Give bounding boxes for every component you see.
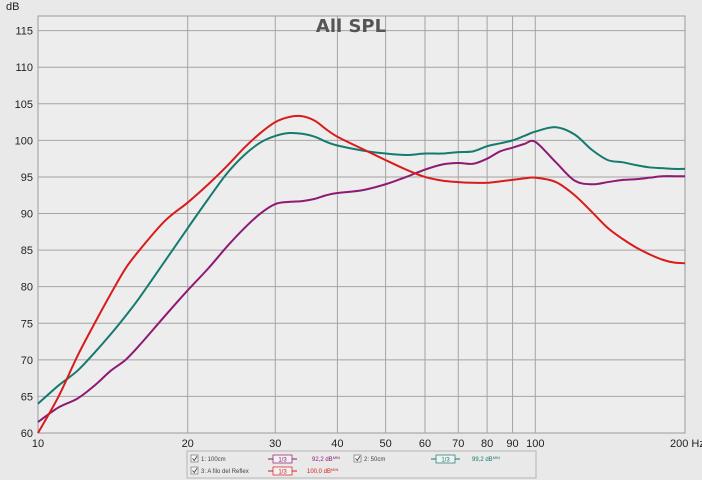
legend-checkbox-series-2[interactable]: [353, 454, 362, 463]
y-tick-label: 110: [15, 62, 33, 74]
legend-smoothing-text-series-2: 1/3: [441, 457, 450, 463]
y-tick-label: 115: [15, 26, 33, 38]
plot-background: [37, 15, 686, 434]
x-tick-label: 100: [526, 438, 544, 450]
legend: 1: 100cm 1/3 92,2 dBMIN 2: 50cm 1/3 99,2…: [186, 450, 537, 479]
x-tick-label: 50: [379, 438, 391, 450]
legend-label-series-1: 1: 100cm: [201, 457, 226, 463]
series-line-3: [37, 114, 686, 434]
x-tick-label: 80: [481, 438, 493, 450]
x-tick-label: 10: [32, 438, 44, 450]
legend-checkbox-series-3[interactable]: [190, 466, 199, 475]
legend-smoothing-text-series-1: 1/3: [278, 457, 287, 463]
chart-title: All SPL: [316, 16, 386, 37]
check-icon: [192, 468, 198, 474]
check-icon: [192, 456, 198, 462]
legend-value-series-1: 92,2 dBMIN: [312, 455, 340, 463]
check-icon: [355, 456, 361, 462]
x-tick-label: 70: [452, 438, 464, 450]
y-tick-label: 90: [21, 209, 33, 221]
series-lines: [37, 114, 686, 434]
x-tick-label: 20: [182, 438, 194, 450]
x-tick-label: 30: [269, 438, 281, 450]
series-line-1: [37, 139, 686, 423]
y-tick-label: 105: [15, 99, 33, 111]
y-tick-label: 75: [21, 318, 33, 330]
y-tick-label: 95: [21, 172, 33, 184]
y-tick-label: 60: [21, 428, 33, 440]
y-tick-label: 85: [21, 245, 33, 257]
grid: [38, 16, 685, 433]
legend-checkbox-series-1[interactable]: [190, 454, 199, 463]
legend-value-series-3: 100,0 dBMIN: [307, 467, 338, 475]
legend-smoothing-text-series-3: 1/3: [278, 469, 287, 475]
legend-box: [186, 450, 537, 479]
series-line-2: [37, 126, 686, 405]
x-tick-label: 60: [419, 438, 431, 450]
x-tick-label: 200 Hz: [670, 438, 702, 450]
x-tick-labels: 10 20 30 40 50 60 70 80 90 100 200 Hz: [32, 438, 702, 450]
legend-value-series-2: 99,2 dBMIN: [472, 455, 500, 463]
legend-label-series-2: 2: 50cm: [364, 457, 385, 463]
y-tick-labels: 60 65 70 75 80 85 90 95 100 105 110 115: [15, 26, 33, 440]
y-tick-label: 100: [15, 135, 33, 147]
x-tick-label: 90: [506, 438, 518, 450]
x-tick-label: 40: [331, 438, 343, 450]
y-tick-label: 80: [21, 282, 33, 294]
y-axis-label: dB: [6, 1, 19, 13]
legend-label-series-3: 3: A filo del Reflex: [201, 469, 249, 475]
y-tick-label: 65: [21, 391, 33, 403]
y-tick-label: 70: [21, 355, 33, 367]
